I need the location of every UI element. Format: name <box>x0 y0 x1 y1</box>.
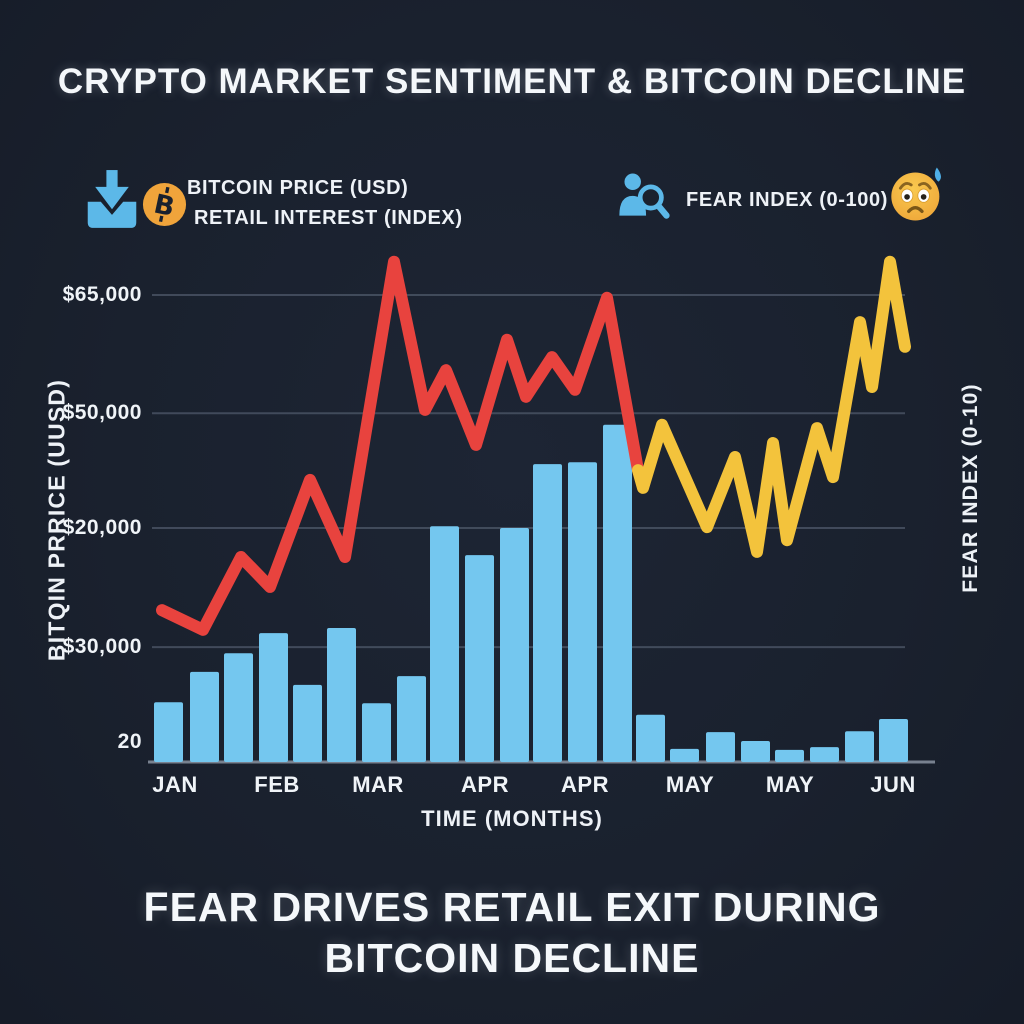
legend-bitcoin-price-label: BITCOIN PRICE (USD) <box>187 177 409 199</box>
legend-left: BITCOIN PRICE (USD) RETAIL INTEREST (IND… <box>187 173 463 233</box>
legend-fear-index-label: FEAR INDEX (0-100) <box>686 189 888 211</box>
retail-interest-bar <box>430 526 459 762</box>
x-tick-label: MAY <box>665 772 715 797</box>
user-search-icon <box>619 173 670 219</box>
x-tick-label: FEB <box>254 772 300 797</box>
retail-interest-bar <box>362 703 391 762</box>
retail-interest-bar <box>224 653 253 762</box>
download-icon <box>87 170 137 228</box>
retail-interest-bar <box>154 702 183 762</box>
x-tick-label: APR <box>461 772 509 797</box>
x-tick-label: MAR <box>352 772 404 797</box>
retail-interest-bar <box>741 741 770 762</box>
worried-sweat-emoji <box>891 167 941 221</box>
y-tick-label: $65,000 <box>62 283 142 306</box>
retail-interest-bar <box>465 555 494 762</box>
x-tick-label: MAY <box>765 772 815 797</box>
retail-interest-bar <box>397 676 426 762</box>
retail-interest-bar <box>533 464 562 762</box>
y-tick-label: $20,000 <box>62 516 142 539</box>
retail-interest-bar <box>190 671 219 762</box>
x-tick-label: JAN <box>152 772 198 797</box>
retail-interest-bar <box>259 633 288 762</box>
retail-interest-bar <box>293 684 322 762</box>
caption-line-2: BITCOIN DECLINE <box>324 935 700 981</box>
retail-interest-bar <box>568 462 597 762</box>
retail-interest-bar <box>670 748 699 762</box>
retail-interest-bar <box>706 732 735 762</box>
bitcoin-price-line <box>156 255 644 636</box>
fear-index-line <box>632 255 911 558</box>
retail-interest-bar <box>775 749 804 762</box>
retail-interest-bar <box>636 714 665 762</box>
bitcoin-coin-icon: B <box>142 182 187 227</box>
retail-interest-bar <box>879 719 908 762</box>
x-axis-title: TIME (MONTHS) <box>421 806 603 831</box>
y-tick-label: $50,000 <box>62 401 142 424</box>
retail-interest-bar <box>327 628 356 762</box>
retail-interest-bar <box>810 747 839 762</box>
y-tick-label: $30,000 <box>62 635 142 658</box>
caption: FEAR DRIVES RETAIL EXIT DURING BITCOIN D… <box>0 882 1024 984</box>
retail-interest-bar <box>500 528 529 762</box>
y-tick-label: 20 <box>117 730 142 753</box>
caption-line-1: FEAR DRIVES RETAIL EXIT DURING <box>143 884 881 930</box>
legend-retail-interest-label: RETAIL INTEREST (INDEX) <box>194 207 463 229</box>
x-tick-label: JUN <box>870 772 916 797</box>
x-tick-label: APR <box>561 772 609 797</box>
retail-interest-bar <box>603 424 632 762</box>
page-title: CRYPTO MARKET SENTIMENT & BITCOIN DECLIN… <box>57 62 967 101</box>
retail-interest-bar <box>845 731 874 762</box>
